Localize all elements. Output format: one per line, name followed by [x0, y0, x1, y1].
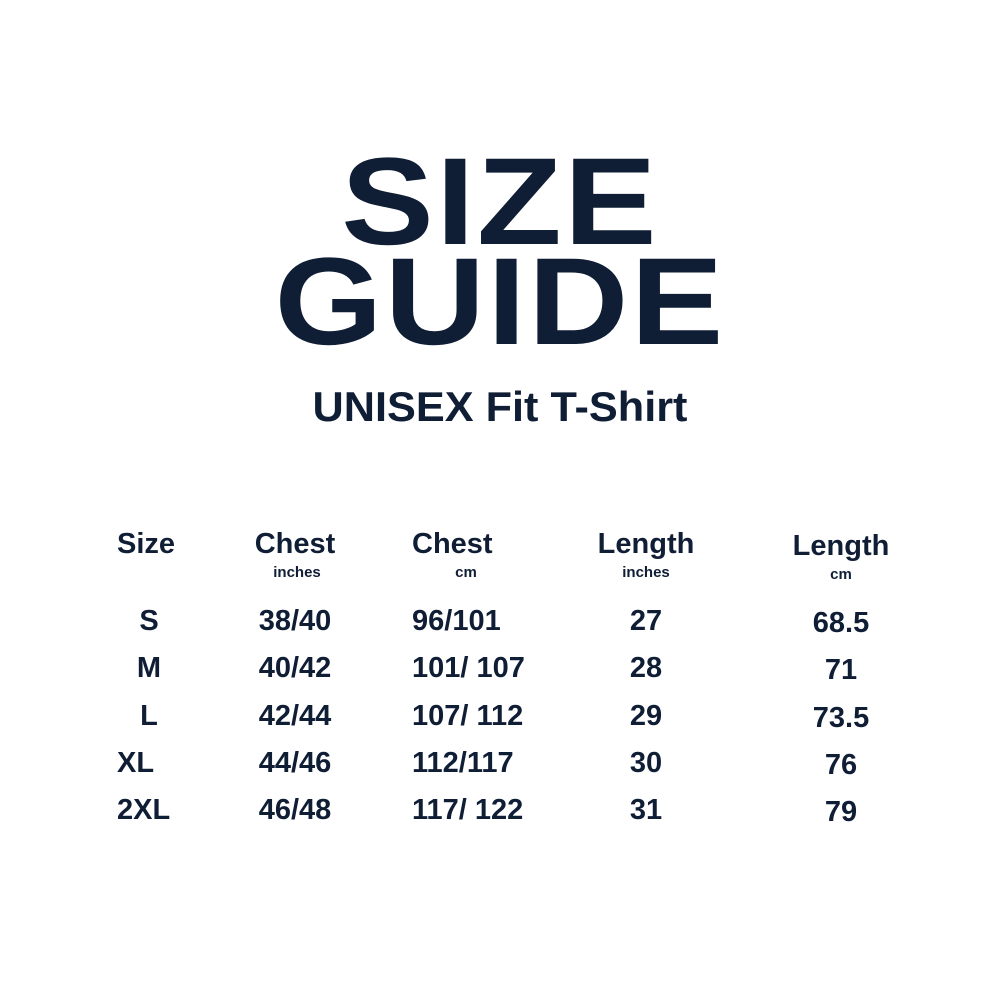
cell-chest-cm: 117/ 122 [412, 794, 524, 827]
cell-length-cm: 68.5 [812, 607, 870, 639]
cell-chest-inches: 42/44 [258, 699, 332, 732]
cell-length-inches: 28 [629, 652, 663, 685]
cell-length-inches: 30 [629, 746, 663, 779]
header-unit-chest-inches: inches [273, 564, 321, 581]
header-size: Size [117, 528, 176, 560]
header-chest-cm: Chest [412, 528, 493, 560]
cell-length-cm: 71 [824, 654, 858, 687]
header-unit-length-cm: cm [830, 566, 852, 583]
cell-size: 2XL [117, 794, 171, 827]
cell-size: XL [117, 746, 155, 779]
cell-chest-cm: 112/117 [412, 746, 514, 779]
cell-chest-inches: 44/46 [258, 746, 332, 779]
cell-chest-inches: 38/40 [258, 605, 332, 637]
cell-chest-cm: 101/ 107 [412, 652, 525, 685]
cell-length-inches: 27 [629, 605, 663, 637]
header-length-inches: Length [597, 528, 695, 560]
header-unit-length-inches: inches [622, 564, 670, 581]
subtitle: UNISEX Fit T-Shirt [312, 383, 688, 430]
cell-length-cm: 73.5 [812, 701, 870, 734]
title-line-2: GUIDE [274, 233, 726, 371]
cell-chest-inches: 46/48 [258, 794, 332, 827]
title-line-1: SIZE [341, 133, 659, 271]
cell-size: S [139, 605, 159, 637]
cell-length-cm: 76 [824, 748, 858, 781]
cell-chest-cm: 96/101 [412, 605, 501, 637]
cell-size: M [136, 652, 162, 685]
cell-length-inches: 31 [629, 794, 663, 827]
header-unit-chest-cm: cm [455, 564, 477, 581]
cell-chest-inches: 40/42 [258, 652, 332, 685]
cell-size: L [140, 699, 158, 732]
header-length-cm: Length [792, 530, 890, 562]
cell-length-inches: 29 [629, 699, 663, 732]
cell-chest-cm: 107/ 112 [412, 699, 524, 732]
cell-length-cm: 79 [824, 796, 858, 829]
header-chest-inches: Chest [254, 528, 336, 560]
